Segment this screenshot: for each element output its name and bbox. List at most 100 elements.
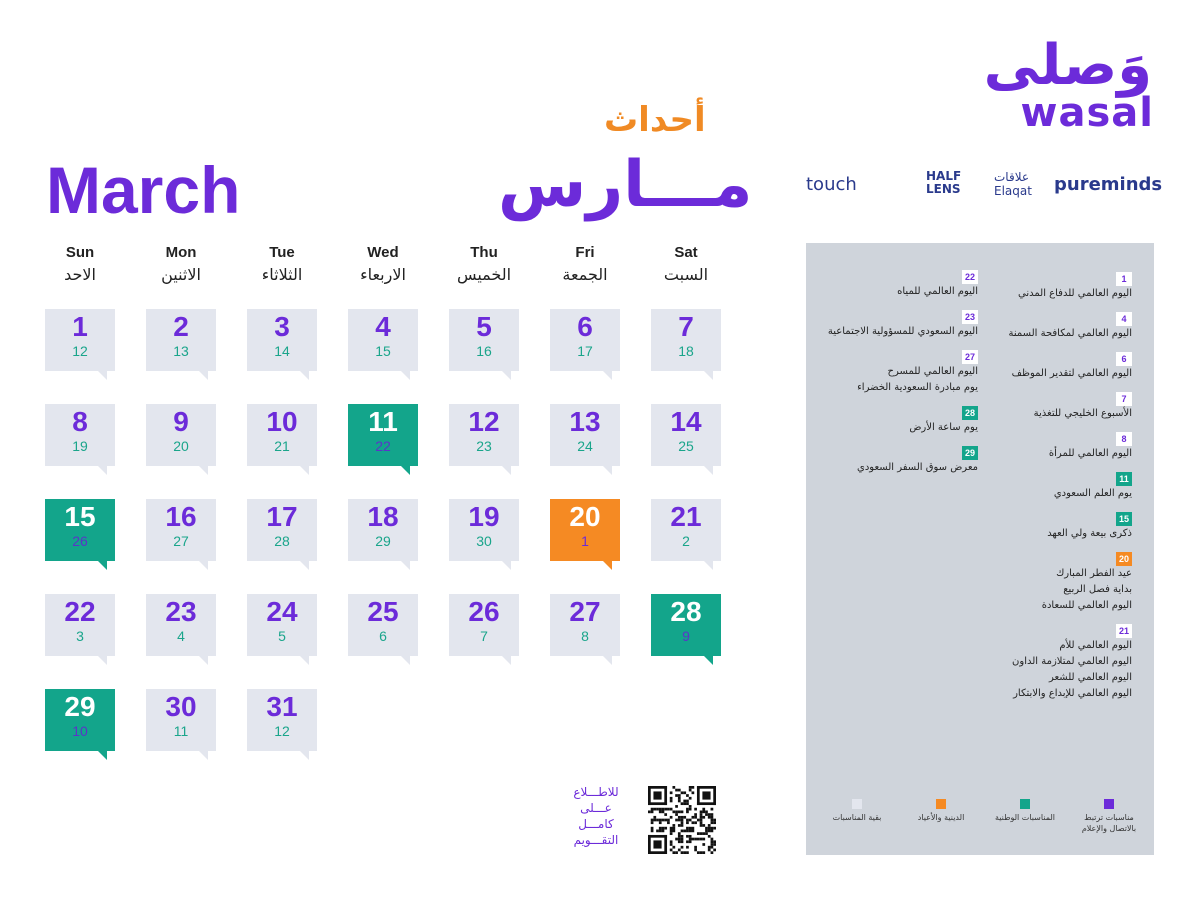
day-cell-6[interactable]: 6 17 bbox=[550, 309, 620, 380]
day-cell-22[interactable]: 22 3 bbox=[45, 594, 115, 665]
speech-tail bbox=[300, 656, 309, 665]
events-panel: 1 اليوم العالمي للدفاع المدني 4 اليوم العال… bbox=[806, 243, 1154, 855]
day-cell-23[interactable]: 23 4 bbox=[146, 594, 216, 665]
hijri-day-number: 15 bbox=[375, 343, 391, 359]
speech-tail bbox=[401, 466, 410, 475]
gregorian-day-number: 30 bbox=[165, 691, 197, 722]
hijri-day-number: 13 bbox=[173, 343, 189, 359]
day-cell-18[interactable]: 18 29 bbox=[348, 499, 418, 570]
gregorian-day-number: 15 bbox=[64, 501, 96, 532]
day-cell-11[interactable]: 11 22 bbox=[348, 404, 418, 475]
day-cell-31[interactable]: 31 12 bbox=[247, 689, 317, 760]
speech-tail bbox=[199, 466, 208, 475]
weekday-mon: Mon الاثنين bbox=[136, 244, 226, 284]
speech-tail bbox=[704, 561, 713, 570]
day-cell-7[interactable]: 7 18 bbox=[651, 309, 721, 380]
hijri-day-number: 30 bbox=[476, 533, 492, 549]
event-item-23: 23 اليوم السعودي للمسؤولية الاجتماعية bbox=[828, 305, 978, 340]
day-cell-17[interactable]: 17 28 bbox=[247, 499, 317, 570]
event-label: اليوم العالمي للإبداع والابتكار bbox=[1013, 688, 1132, 699]
day-cell-9[interactable]: 9 20 bbox=[146, 404, 216, 475]
day-cell-3[interactable]: 3 14 bbox=[247, 309, 317, 380]
event-label: بداية فصل الربيع bbox=[1063, 584, 1132, 595]
weekday-arabic-label: الثلاثاء bbox=[261, 265, 303, 284]
event-day-badge: 27 bbox=[962, 350, 978, 364]
hijri-day-number: 12 bbox=[274, 723, 290, 739]
event-item-1: 1 اليوم العالمي للدفاع المدني bbox=[1018, 267, 1132, 302]
day-cell-15[interactable]: 15 26 bbox=[45, 499, 115, 570]
gregorian-day-number: 31 bbox=[266, 691, 298, 722]
gregorian-day-number: 25 bbox=[367, 596, 399, 627]
day-cell-1[interactable]: 1 12 bbox=[45, 309, 115, 380]
day-cell-21[interactable]: 21 2 bbox=[651, 499, 721, 570]
event-item-27: 27 اليوم العالمي للمسرح يوم مبادرة السعودي… bbox=[857, 345, 978, 396]
event-label: اليوم العالمي للأم bbox=[1059, 640, 1132, 651]
event-label: اليوم العالمي للشعر bbox=[1048, 672, 1132, 683]
weekday-arabic-label: الاربعاء bbox=[360, 265, 406, 284]
partner-pureminds-logo: pureminds bbox=[1054, 174, 1163, 195]
weekday-tue: Tue الثلاثاء bbox=[237, 244, 327, 284]
day-cell-14[interactable]: 14 25 bbox=[651, 404, 721, 475]
legend-label: مناسبات ترتبط بالاتصال والإعلام bbox=[1081, 813, 1137, 833]
hijri-day-number: 28 bbox=[274, 533, 290, 549]
brand-logo-arabic: وَصلى bbox=[983, 33, 1152, 98]
qr-caption-line: التقـــويم bbox=[573, 833, 619, 847]
hijri-day-number: 7 bbox=[480, 628, 488, 644]
weekday-english-label: Thu bbox=[470, 244, 498, 261]
speech-tail bbox=[502, 561, 511, 570]
speech-tail bbox=[401, 561, 410, 570]
day-cell-2[interactable]: 2 13 bbox=[146, 309, 216, 380]
event-item-4: 4 اليوم العالمي لمكافحة السمنة bbox=[1009, 307, 1132, 342]
event-day-badge: 7 bbox=[1116, 392, 1132, 406]
weekday-english-label: Tue bbox=[269, 244, 295, 261]
weekday-english-label: Mon bbox=[165, 244, 197, 261]
gregorian-day-number: 14 bbox=[670, 406, 702, 437]
day-cell-28[interactable]: 28 9 bbox=[651, 594, 721, 665]
partner-elaqat-logo: علاقات Elaqat bbox=[994, 170, 1032, 198]
legend-item: المناسبات الوطنية bbox=[994, 799, 1056, 823]
partner-logos: touch HALF LENS علاقات Elaqat pureminds bbox=[806, 168, 1162, 202]
day-cell-24[interactable]: 24 5 bbox=[247, 594, 317, 665]
gregorian-day-number: 4 bbox=[375, 311, 391, 342]
gregorian-day-number: 21 bbox=[670, 501, 702, 532]
day-cell-29[interactable]: 29 10 bbox=[45, 689, 115, 760]
day-cell-12[interactable]: 12 23 bbox=[449, 404, 519, 475]
gregorian-day-number: 8 bbox=[72, 406, 88, 437]
day-cell-19[interactable]: 19 30 bbox=[449, 499, 519, 570]
event-label: اليوم العالمي للمسرح bbox=[887, 366, 978, 377]
gregorian-day-number: 22 bbox=[64, 596, 96, 627]
weekday-english-label: Wed bbox=[367, 244, 399, 261]
brand-logo-english: wasal bbox=[1020, 90, 1154, 136]
day-cell-30[interactable]: 30 11 bbox=[146, 689, 216, 760]
day-cell-10[interactable]: 10 21 bbox=[247, 404, 317, 475]
qr-caption: للاطـــلاع عـــلى كامـــل التقـــويم bbox=[566, 784, 626, 848]
day-cell-5[interactable]: 5 16 bbox=[449, 309, 519, 380]
speech-tail bbox=[98, 561, 107, 570]
hijri-day-number: 2 bbox=[682, 533, 690, 549]
day-cell-26[interactable]: 26 7 bbox=[449, 594, 519, 665]
event-label: ذكرى بيعة ولي العهد bbox=[1047, 528, 1132, 539]
day-cell-4[interactable]: 4 15 bbox=[348, 309, 418, 380]
gregorian-day-number: 5 bbox=[476, 311, 492, 342]
gregorian-day-number: 16 bbox=[165, 501, 197, 532]
speech-tail bbox=[603, 466, 612, 475]
gregorian-day-number: 20 bbox=[569, 501, 601, 532]
event-item-22: 22 اليوم العالمي للمياه bbox=[897, 265, 978, 300]
gregorian-day-number: 6 bbox=[577, 311, 593, 342]
gregorian-day-number: 19 bbox=[468, 501, 500, 532]
event-label: يوم ساعة الأرض bbox=[909, 422, 978, 433]
speech-tail bbox=[98, 466, 107, 475]
day-cell-13[interactable]: 13 24 bbox=[550, 404, 620, 475]
speech-tail bbox=[704, 656, 713, 665]
day-cell-25[interactable]: 25 6 bbox=[348, 594, 418, 665]
events-title: أحداث bbox=[604, 100, 706, 140]
day-cell-8[interactable]: 8 19 bbox=[45, 404, 115, 475]
weekday-arabic-label: الجمعة bbox=[562, 265, 608, 284]
day-cell-16[interactable]: 16 27 bbox=[146, 499, 216, 570]
day-cell-20[interactable]: 20 1 bbox=[550, 499, 620, 570]
qr-code[interactable] bbox=[648, 786, 716, 854]
gregorian-day-number: 11 bbox=[368, 406, 398, 437]
day-cell-27[interactable]: 27 8 bbox=[550, 594, 620, 665]
hijri-day-number: 27 bbox=[173, 533, 189, 549]
event-label: الأسبوع الخليجي للتغذية bbox=[1033, 408, 1132, 419]
